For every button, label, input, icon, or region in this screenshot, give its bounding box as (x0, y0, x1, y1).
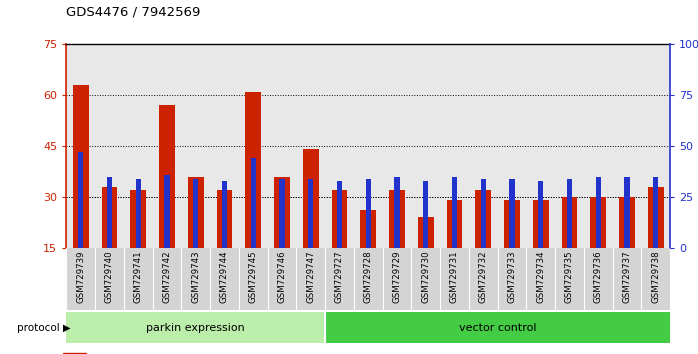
Text: vector control: vector control (459, 323, 536, 333)
Text: GSM729727: GSM729727 (335, 250, 344, 303)
Text: GSM729735: GSM729735 (565, 250, 574, 303)
Bar (591, 197, 606, 299)
Bar (337, 181, 342, 299)
Bar (562, 197, 577, 299)
Bar (625, 177, 630, 299)
Text: GSM729743: GSM729743 (191, 250, 200, 303)
Text: GSM729740: GSM729740 (105, 250, 114, 303)
Bar (510, 179, 514, 299)
Bar (135, 179, 141, 299)
Bar (360, 211, 376, 299)
Text: GSM729744: GSM729744 (220, 250, 229, 303)
Bar (567, 179, 572, 299)
Bar (619, 197, 635, 299)
Bar (394, 177, 399, 299)
Bar (308, 179, 313, 299)
Bar (595, 177, 601, 299)
Bar (325, 312, 670, 343)
Bar (63, 353, 86, 354)
Text: GSM729738: GSM729738 (651, 250, 660, 303)
Text: GSM729746: GSM729746 (277, 250, 286, 303)
Text: ▶: ▶ (63, 323, 70, 333)
Bar (245, 92, 261, 299)
Text: GSM729729: GSM729729 (392, 250, 401, 303)
Bar (332, 190, 348, 299)
Bar (504, 200, 520, 299)
Bar (279, 179, 285, 299)
Text: GSM729736: GSM729736 (594, 250, 602, 303)
Text: GSM729739: GSM729739 (76, 250, 85, 303)
Bar (653, 177, 658, 299)
Bar (193, 179, 198, 299)
Bar (303, 149, 318, 299)
Text: parkin expression: parkin expression (147, 323, 245, 333)
Text: GSM729747: GSM729747 (306, 250, 315, 303)
Text: GSM729730: GSM729730 (421, 250, 430, 303)
Bar (481, 179, 486, 299)
Bar (418, 217, 433, 299)
Bar (107, 177, 112, 299)
Text: GSM729733: GSM729733 (507, 250, 517, 303)
Text: GDS4476 / 7942569: GDS4476 / 7942569 (66, 5, 201, 18)
Bar (73, 85, 89, 299)
Text: GSM729734: GSM729734 (536, 250, 545, 303)
Bar (216, 190, 232, 299)
Bar (78, 152, 83, 299)
Text: GSM729745: GSM729745 (248, 250, 258, 303)
Bar (101, 187, 117, 299)
Bar (538, 181, 543, 299)
Bar (389, 190, 405, 299)
Text: GSM729737: GSM729737 (623, 250, 632, 303)
Text: GSM729732: GSM729732 (479, 250, 488, 303)
Bar (648, 187, 664, 299)
Bar (66, 312, 325, 343)
Bar (159, 105, 174, 299)
Bar (533, 200, 549, 299)
Bar (188, 177, 204, 299)
Bar (274, 177, 290, 299)
Bar (452, 177, 457, 299)
Bar (366, 179, 371, 299)
Text: GSM729742: GSM729742 (163, 250, 172, 303)
Bar (447, 200, 462, 299)
Bar (475, 190, 491, 299)
Text: protocol: protocol (17, 323, 63, 333)
Bar (131, 190, 146, 299)
Text: GSM729728: GSM729728 (364, 250, 373, 303)
Text: GSM729741: GSM729741 (134, 250, 142, 303)
Bar (164, 175, 170, 299)
Text: GSM729731: GSM729731 (450, 250, 459, 303)
Bar (251, 158, 255, 299)
Bar (423, 181, 429, 299)
Bar (222, 181, 227, 299)
